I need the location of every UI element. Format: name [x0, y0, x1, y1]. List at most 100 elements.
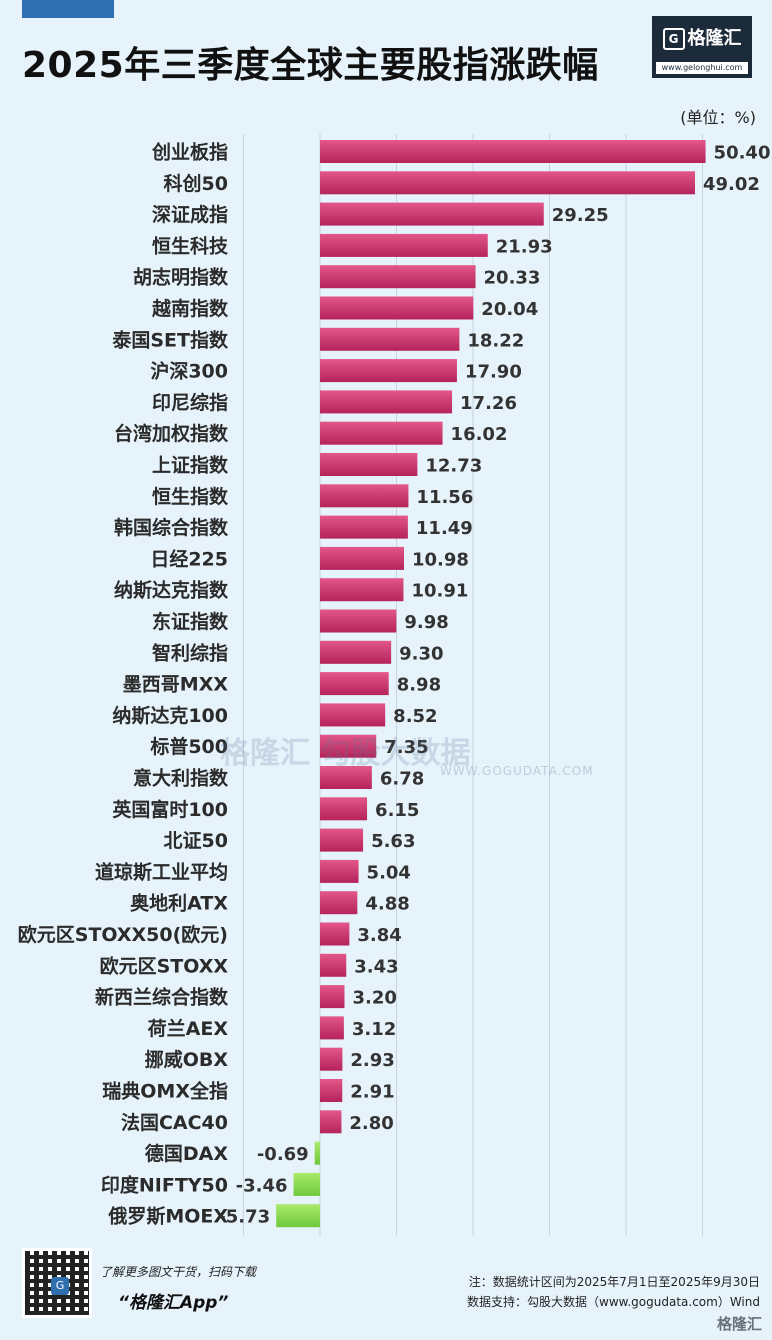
category-label: 新西兰综合指数: [95, 986, 229, 1009]
bar: [320, 734, 377, 758]
bar: [320, 327, 460, 351]
value-label: 12.73: [425, 456, 482, 477]
value-label: 16.02: [451, 424, 508, 445]
value-label: 4.88: [365, 894, 409, 915]
value-label: 50.40: [714, 143, 771, 164]
value-label: 5.63: [371, 831, 415, 852]
category-label: 恒生科技: [152, 234, 229, 257]
bar: [320, 515, 408, 539]
value-label: 2.91: [350, 1082, 394, 1103]
value-label: -0.69: [257, 1144, 309, 1165]
bar: [293, 1172, 320, 1196]
bar: [320, 859, 359, 883]
category-label: 标普500: [150, 735, 228, 758]
bar: [320, 484, 409, 508]
brand-name: 格隆汇: [687, 28, 742, 49]
category-label: 英国富时100: [112, 798, 228, 821]
bar: [320, 140, 706, 163]
bar: [320, 953, 347, 977]
bar: [320, 609, 397, 633]
value-label: 6.15: [375, 800, 419, 821]
bar: [320, 1016, 344, 1040]
value-label: 29.25: [552, 205, 609, 226]
qr-logo-icon: G: [51, 1277, 69, 1295]
category-label: 道琼斯工业平均: [95, 860, 228, 883]
category-label: 沪深300: [150, 360, 228, 383]
value-label: 7.35: [384, 737, 428, 758]
footer-note: 注：数据统计区间为2025年7月1日至2025年9月30日: [468, 1275, 760, 1289]
bar: [320, 703, 386, 727]
category-label: 韩国综合指数: [114, 516, 229, 539]
bar: [314, 1141, 320, 1165]
value-label: 11.49: [416, 518, 473, 539]
page-title: 2025年三季度全球主要股指涨跌幅: [22, 45, 599, 86]
category-label: 科创50: [164, 172, 228, 195]
value-label: 2.93: [350, 1050, 394, 1071]
category-label: 挪威OBX: [145, 1048, 229, 1071]
value-label: 21.93: [496, 236, 553, 257]
bar: [320, 546, 404, 570]
value-label: 2.80: [349, 1113, 393, 1134]
value-label: 9.30: [399, 643, 443, 664]
footer-source: 数据支持：勾股大数据（www.gogudata.com）Wind: [467, 1295, 760, 1309]
brand-logo-badge: G 格隆汇 www.gelonghui.com: [652, 16, 752, 78]
value-labels: 50.40 49.02 29.25 21.93 20.33 20.04 18.22 17.90…: [218, 143, 770, 1228]
category-label: 奥地利ATX: [130, 892, 228, 915]
value-label: 18.22: [467, 330, 524, 351]
category-label: 瑞典OMX全指: [102, 1080, 228, 1103]
category-label: 意大利指数: [133, 767, 229, 790]
bar: [320, 202, 544, 226]
category-label: 泰国SET指数: [111, 328, 229, 351]
bar: [320, 1110, 342, 1134]
footer-promo: 了解更多图文干货，扫码下载: [100, 1265, 257, 1279]
category-label: 上证指数: [152, 454, 229, 477]
category-label: 纳斯达克指数: [114, 579, 229, 602]
category-label: 东证指数: [152, 610, 229, 633]
qr-code[interactable]: G: [22, 1248, 92, 1318]
value-label: 10.98: [412, 549, 469, 570]
value-label: 9.98: [404, 612, 448, 633]
value-label: 3.20: [352, 988, 396, 1009]
value-label: -5.73: [218, 1207, 270, 1228]
bar: [320, 578, 404, 602]
category-label: 欧元区STOXX50(欧元): [18, 923, 228, 946]
value-label: 6.78: [380, 769, 424, 790]
bar: [320, 171, 696, 195]
bar: [320, 828, 364, 852]
footer-app-name: “格隆汇App”: [118, 1293, 229, 1313]
category-label: 法国CAC40: [121, 1111, 228, 1134]
value-label: 20.04: [481, 299, 538, 320]
bars: [276, 140, 706, 1228]
category-label: 深证成指: [152, 203, 228, 226]
bar: [320, 985, 345, 1009]
corner-logo: 格隆汇: [716, 1315, 762, 1333]
bar: [320, 390, 453, 414]
bar: [320, 1079, 343, 1102]
category-label: 胡志明指数: [133, 266, 229, 289]
category-label: 越南指数: [151, 297, 229, 320]
brand-url: www.gelonghui.com: [656, 62, 748, 74]
bar: [320, 640, 392, 664]
bar: [320, 453, 418, 476]
category-label: 恒生指数: [152, 485, 229, 508]
category-label: 德国DAX: [145, 1142, 228, 1165]
value-label: 10.91: [411, 581, 468, 602]
watermark: 格隆汇 勾股大数据: [220, 736, 471, 771]
category-label: 日经225: [150, 547, 228, 570]
category-label: 俄罗斯MOEX: [107, 1205, 228, 1228]
bar: [320, 265, 476, 289]
category-label: 印度NIFTY50: [101, 1173, 228, 1196]
bar: [320, 672, 389, 696]
value-label: -3.46: [236, 1175, 288, 1196]
bar: [276, 1204, 320, 1228]
value-label: 17.26: [460, 393, 517, 414]
category-label: 荷兰AEX: [148, 1017, 229, 1040]
value-label: 3.12: [352, 1019, 396, 1040]
value-label: 3.43: [354, 956, 398, 977]
bar: [320, 922, 350, 946]
category-label: 纳斯达克100: [112, 704, 228, 727]
bar: [320, 891, 358, 915]
value-label: 8.98: [397, 675, 441, 696]
